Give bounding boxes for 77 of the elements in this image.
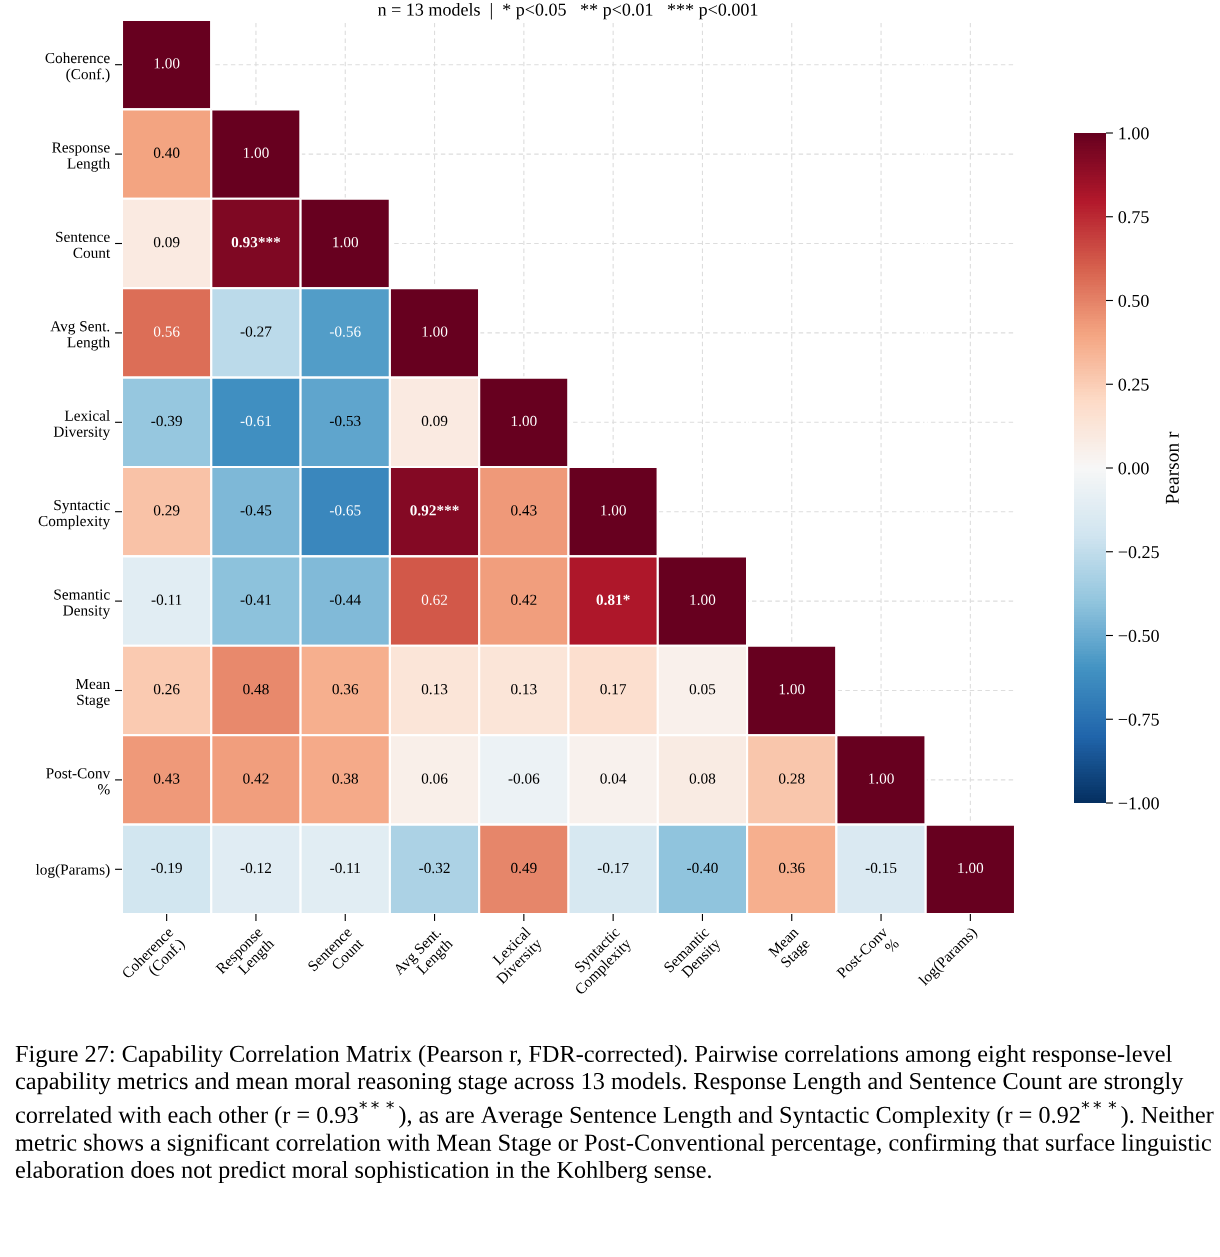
y-tick-label: Coherence (Conf.) [45,52,110,83]
data-label: 0.08 [689,773,716,784]
data-label: 1.00 [601,505,626,516]
data-label: 0.13 [511,684,537,695]
y-tick-label: Post-Conv % [46,768,111,795]
color-bar-label: 1.00 [1119,127,1149,140]
data-label: 1.00 [869,773,894,784]
data-label: 0.17 [600,684,627,695]
data-label: -0.45 [240,505,272,516]
data-label: 1.00 [690,594,716,605]
color-bar-label: −0.25 [1118,546,1159,559]
data-label: -0.32 [419,862,450,874]
data-label: 0.06 [421,773,448,784]
data-label: 1.00 [779,684,805,695]
data-label: -0.27 [240,326,272,337]
data-label: 0.36 [332,684,359,695]
data-label: 0.36 [778,862,805,874]
data-label: 0.04 [600,773,627,784]
y-tick-label: Sentence Count [56,231,111,258]
data-label: 0.43 [511,505,537,516]
data-label: -0.11 [151,594,182,605]
data-label: -0.11 [330,862,360,874]
data-label: -0.41 [240,594,271,605]
color-bar-label: −0.50 [1118,629,1159,643]
data-label: -0.56 [329,326,361,337]
data-label: -0.61 [240,415,271,427]
data-label: -0.39 [151,415,182,427]
color-bar-label: −0.75 [1118,713,1159,726]
y-tick-label: Response Length [52,142,110,172]
data-label: -0.40 [687,862,718,874]
data-label: 0.48 [243,684,269,695]
data-label: -0.53 [329,415,361,427]
data-label: 1.00 [243,147,269,158]
data-label: 0.62 [421,594,448,605]
data-label: -0.44 [329,594,361,605]
data-label: 0.38 [332,773,359,784]
data-label: -0.19 [151,862,182,874]
data-label: 0.49 [511,862,537,874]
data-label: 1.00 [511,415,537,427]
y-tick-label: Mean Stage [75,678,110,709]
y-tick-label: Avg Sent. Length [50,321,110,351]
data-label: -0.15 [865,862,897,874]
data-label: 0.40 [153,147,180,158]
data-label: 0.09 [153,237,180,248]
data-label: 1.00 [154,58,180,69]
data-label: 0.81* [596,594,630,605]
data-label: 1.00 [422,326,448,337]
data-label: 0.28 [778,773,805,784]
color-bar-label: 0.50 [1118,294,1149,308]
y-tick-label: Syntactic Complexity [38,499,111,530]
data-label: 0.42 [511,594,537,605]
data-label: 1.00 [958,862,984,874]
data-label: -0.12 [240,862,272,874]
data-label: 0.26 [153,684,180,695]
data-label: -0.17 [597,862,629,874]
color-bar-label: 0.25 [1118,378,1149,391]
y-tick-label: log(Params) [35,864,110,878]
data-label: -0.65 [329,505,361,516]
data-label: 0.05 [689,684,716,695]
data-label: 1.00 [333,237,359,248]
data-label: -0.06 [508,773,540,784]
color-bar-label: 0.00 [1118,462,1149,475]
color-bar-title: Pearson r [1165,431,1179,504]
data-label: 0.93*** [231,237,281,248]
data-label: 0.42 [243,773,269,784]
data-label: 0.43 [153,773,180,784]
color-bar-label: 0.75 [1118,211,1149,224]
data-label: 0.92*** [410,505,459,516]
data-label: 0.13 [421,684,448,695]
chart-subtitle: n = 13 models | * p<0.05 ** p<0.01 *** p<0.001 [377,3,758,20]
text: Figure 27: Capability Correlation Matrix (Pearson r, FDR-corrected). Pairwise correlations among eight response-level capability metrics and mean moral reasoning stage across 13 models. Response Length and Sentence Count are strongly correlated with each other (r = 0.93$^{***}$), as are Average Sentence Length and Syntactic Complexity (r = 0.92$^{***}$). Neither metric shows a significant correlation with Mean Stage or Post-Conventional percentage, confirming that surface linguistic elaboration does not predict moral sophistication in the Kohlberg sense. [15,1045,1214,1184]
data-label: 0.29 [153,505,180,516]
y-tick-label: Lexical Diversity [53,410,111,440]
data-label: 0.09 [421,415,448,427]
color-bar-label: −1.00 [1118,797,1159,810]
data-label: 0.56 [153,326,180,337]
y-tick-label: Semantic Density [54,589,111,619]
